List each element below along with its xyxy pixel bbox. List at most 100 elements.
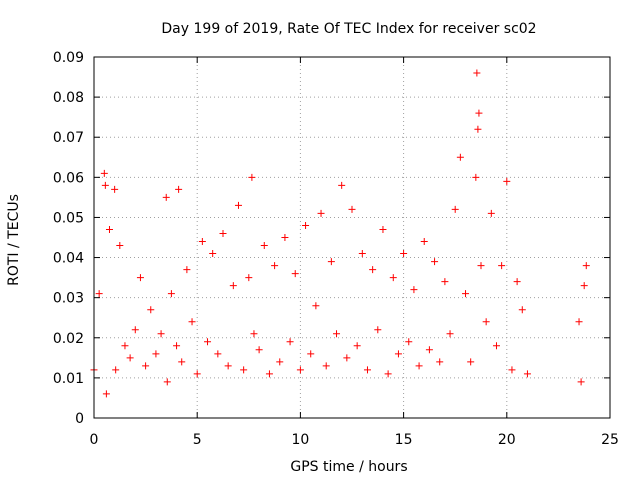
data-point	[317, 209, 325, 217]
data-point	[234, 201, 242, 209]
plot-frame	[93, 56, 611, 419]
data-point	[296, 366, 304, 374]
data-point	[513, 278, 521, 286]
grid-lines	[94, 57, 610, 418]
data-points	[90, 69, 590, 398]
data-point	[204, 338, 212, 346]
data-point	[214, 350, 222, 358]
data-point	[358, 250, 366, 258]
data-point	[245, 274, 253, 282]
y-tick-label: 0.02	[53, 331, 84, 347]
y-tick-label: 0.08	[53, 90, 84, 106]
data-point	[178, 358, 186, 366]
data-point	[353, 342, 361, 350]
data-point	[162, 193, 170, 201]
y-tick-label: 0	[75, 411, 84, 427]
data-point	[100, 169, 108, 177]
data-point	[229, 282, 237, 290]
data-point	[374, 326, 382, 334]
y-tick-label: 0.03	[53, 291, 84, 307]
data-point	[163, 378, 171, 386]
data-point	[379, 225, 387, 233]
data-point	[260, 242, 268, 250]
data-point	[95, 290, 103, 298]
data-point	[183, 266, 191, 274]
data-point	[472, 173, 480, 181]
data-point	[136, 274, 144, 282]
chart-title: Day 199 of 2019, Rate Of TEC Index for r…	[161, 21, 536, 37]
data-point	[322, 362, 330, 370]
data-point	[467, 358, 475, 366]
data-point	[482, 318, 490, 326]
data-point	[518, 306, 526, 314]
data-point	[577, 378, 585, 386]
data-point	[302, 221, 310, 229]
data-point	[431, 258, 439, 266]
data-point	[265, 370, 273, 378]
data-point	[219, 229, 227, 237]
data-point	[503, 177, 511, 185]
data-point	[175, 185, 183, 193]
data-point	[312, 302, 320, 310]
data-point	[173, 342, 181, 350]
data-point	[575, 318, 583, 326]
data-point	[271, 262, 279, 270]
data-point	[131, 326, 139, 334]
data-point	[116, 242, 124, 250]
axis-ticks: 0 0.01 0.02 0.03 0.04 0.05 0.06 0.07 0.08 0.09 0 5 1…	[53, 50, 619, 448]
data-point	[582, 262, 590, 270]
y-tick-label: 0.04	[53, 251, 84, 267]
data-point	[473, 69, 481, 77]
data-point	[343, 354, 351, 362]
data-point	[126, 354, 134, 362]
data-point	[198, 238, 206, 246]
data-point	[105, 225, 113, 233]
data-point	[193, 370, 201, 378]
data-point	[474, 125, 482, 133]
data-point	[405, 338, 413, 346]
data-point	[369, 266, 377, 274]
data-point	[327, 258, 335, 266]
data-point	[291, 270, 299, 278]
data-point	[167, 290, 175, 298]
data-point	[307, 350, 315, 358]
x-tick-label: 5	[193, 432, 202, 448]
x-tick-label: 0	[90, 432, 99, 448]
data-point	[157, 330, 165, 338]
x-tick-label: 15	[395, 432, 413, 448]
data-point	[400, 250, 408, 258]
data-point	[188, 318, 196, 326]
data-point	[384, 370, 392, 378]
x-tick-label: 20	[498, 432, 516, 448]
data-point	[281, 234, 289, 241]
data-point	[286, 338, 294, 346]
data-point	[523, 370, 531, 378]
data-point	[255, 346, 263, 354]
data-point	[477, 262, 485, 270]
y-tick-label: 0.01	[53, 371, 84, 387]
y-tick-label: 0.06	[53, 170, 84, 186]
data-point	[209, 250, 217, 258]
data-point	[240, 366, 248, 374]
data-point	[152, 350, 160, 358]
data-point	[441, 278, 449, 286]
data-point	[121, 342, 129, 350]
data-point	[487, 209, 495, 217]
data-point	[389, 274, 397, 282]
data-point	[456, 153, 464, 161]
data-point	[147, 306, 155, 314]
data-point	[111, 185, 119, 193]
x-axis-label: GPS time / hours	[290, 459, 407, 475]
y-tick-label: 0.09	[53, 50, 84, 66]
data-point	[248, 173, 256, 181]
data-point	[498, 262, 506, 270]
x-tick-label: 10	[291, 432, 309, 448]
data-point	[338, 181, 346, 189]
data-point	[508, 366, 516, 374]
data-point	[446, 330, 454, 338]
data-point	[348, 205, 356, 213]
data-point	[101, 181, 109, 189]
data-point	[475, 109, 483, 117]
data-point	[142, 362, 150, 370]
data-point	[102, 390, 110, 398]
